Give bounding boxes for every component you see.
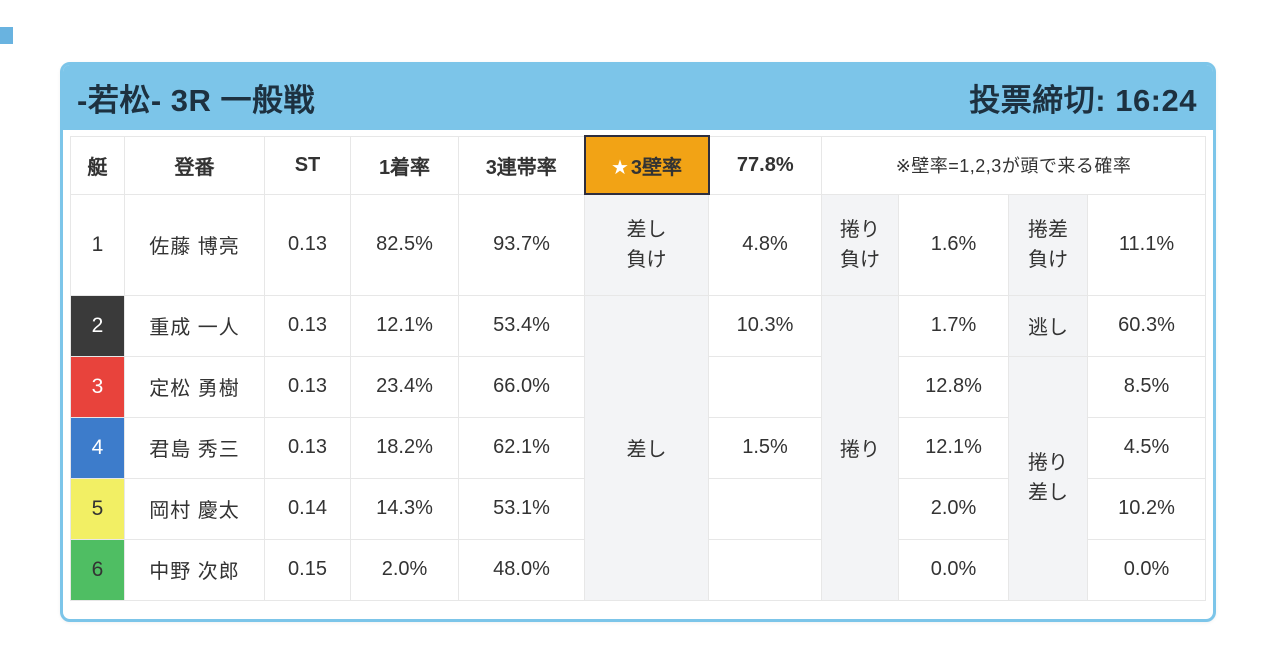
wall-rate-button[interactable]: ★ 3壁率 (583, 135, 710, 195)
col-header-boat: 艇 (70, 135, 125, 195)
wall-rate-label: 3壁率 (630, 156, 683, 179)
racer-name: 佐藤 博亮 (124, 193, 265, 296)
right-value: 10.2% (1086, 477, 1207, 540)
col-header-reg: 登番 (124, 135, 265, 195)
racer-name: 中野 次郎 (124, 538, 265, 601)
top3-rate-value: 66.0% (458, 355, 585, 418)
right-value: 0.0% (1086, 538, 1207, 601)
kimarite-label-sashi: 差し (584, 294, 709, 601)
makuri-value: 1.7% (898, 294, 1009, 357)
boat-number: 6 (70, 538, 125, 601)
st-value: 0.13 (264, 193, 351, 296)
col-header-st: ST (264, 135, 351, 195)
kimarite-label-nigashi: 逃し (1008, 294, 1088, 357)
boat-number: 3 (70, 355, 125, 418)
top3-rate-value: 62.1% (458, 416, 585, 479)
kimarite-label-sashi-make: 差し 負け (584, 193, 709, 296)
wall-rate-note: ※壁率=1,2,3が頭で来る確率 (820, 135, 1207, 195)
sashi-value (708, 538, 822, 601)
st-value: 0.14 (264, 477, 351, 540)
racer-name: 定松 勇樹 (124, 355, 265, 418)
kimarite-label-makurizashi-make: 捲差 負け (1008, 193, 1088, 296)
makurizashi-make-value: 11.1% (1086, 193, 1207, 296)
boat-number: 1 (70, 193, 125, 296)
st-value: 0.13 (264, 355, 351, 418)
race-table: 艇 登番 ST 1着率 3連帯率 ★ 3壁率 77.8% ※壁率=1,2,3が頭で… (70, 135, 1207, 601)
sashi-value (708, 355, 822, 418)
kimarite-label-makuri: 捲り (821, 294, 899, 601)
wall-rate-value: 77.8% (708, 135, 822, 195)
boat-row-2: 2 重成 一人 0.13 12.1% 53.4% 差し 10.3% 捲り 1.7… (70, 294, 1207, 601)
right-value: 4.5% (1086, 416, 1207, 479)
win-rate-value: 82.5% (350, 193, 459, 296)
right-value: 60.3% (1086, 294, 1207, 357)
top3-rate-value: 48.0% (458, 538, 585, 601)
win-rate-value: 12.1% (350, 294, 459, 357)
col-header-top3-rate: 3連帯率 (458, 135, 585, 195)
makuri-value: 12.1% (898, 416, 1009, 479)
win-rate-value: 2.0% (350, 538, 459, 601)
sashi-value: 1.5% (708, 416, 822, 479)
boat-number: 5 (70, 477, 125, 540)
st-value: 0.15 (264, 538, 351, 601)
race-card: -若松- 3R 一般戦 投票締切: 16:24 艇 登番 ST 1着率 3連帯率… (60, 62, 1216, 622)
makuri-value: 0.0% (898, 538, 1009, 601)
racer-name: 君島 秀三 (124, 416, 265, 479)
col-header-win-rate: 1着率 (350, 135, 459, 195)
makuri-make-value: 1.6% (898, 193, 1009, 296)
win-rate-value: 18.2% (350, 416, 459, 479)
racer-name: 岡村 慶太 (124, 477, 265, 540)
top3-rate-value: 93.7% (458, 193, 585, 296)
race-header-bar: -若松- 3R 一般戦 投票締切: 16:24 (63, 65, 1213, 130)
kimarite-label-makurizashi: 捲り 差し (1008, 355, 1088, 601)
makuri-value: 12.8% (898, 355, 1009, 418)
page-edge-fragment (0, 27, 13, 44)
top3-rate-value: 53.1% (458, 477, 585, 540)
st-value: 0.13 (264, 294, 351, 357)
race-title: -若松- 3R 一般戦 (77, 83, 315, 118)
win-rate-value: 14.3% (350, 477, 459, 540)
vote-deadline: 投票締切: 16:24 (969, 83, 1197, 118)
boat-row-1: 1 佐藤 博亮 0.13 82.5% 93.7% 差し 負け 4.8% 捲り 負… (70, 193, 1207, 296)
right-value: 8.5% (1086, 355, 1207, 418)
sashi-value (708, 477, 822, 540)
sashi-make-value: 4.8% (708, 193, 822, 296)
racer-name: 重成 一人 (124, 294, 265, 357)
boat-row-3: 3 定松 勇樹 0.13 23.4% 66.0% 12.8% 捲り 差し 8.5… (70, 355, 1207, 601)
boat-number: 2 (70, 294, 125, 357)
win-rate-value: 23.4% (350, 355, 459, 418)
sashi-value: 10.3% (708, 294, 822, 357)
boat-row-6: 6 中野 次郎 0.15 2.0% 48.0% 0.0% 0.0% (70, 538, 1207, 601)
boat-row-5: 5 岡村 慶太 0.14 14.3% 53.1% 2.0% 10.2% (70, 477, 1207, 540)
kimarite-label-makuri-make: 捲り 負け (821, 193, 899, 296)
st-value: 0.13 (264, 416, 351, 479)
top3-rate-value: 53.4% (458, 294, 585, 357)
boat-number: 4 (70, 416, 125, 479)
race-table-wrapper: 艇 登番 ST 1着率 3連帯率 ★ 3壁率 77.8% ※壁率=1,2,3が頭で… (63, 130, 1213, 601)
table-header-row: 艇 登番 ST 1着率 3連帯率 ★ 3壁率 77.8% ※壁率=1,2,3が頭で… (70, 135, 1207, 195)
makuri-value: 2.0% (898, 477, 1009, 540)
star-icon: ★ (610, 156, 629, 179)
